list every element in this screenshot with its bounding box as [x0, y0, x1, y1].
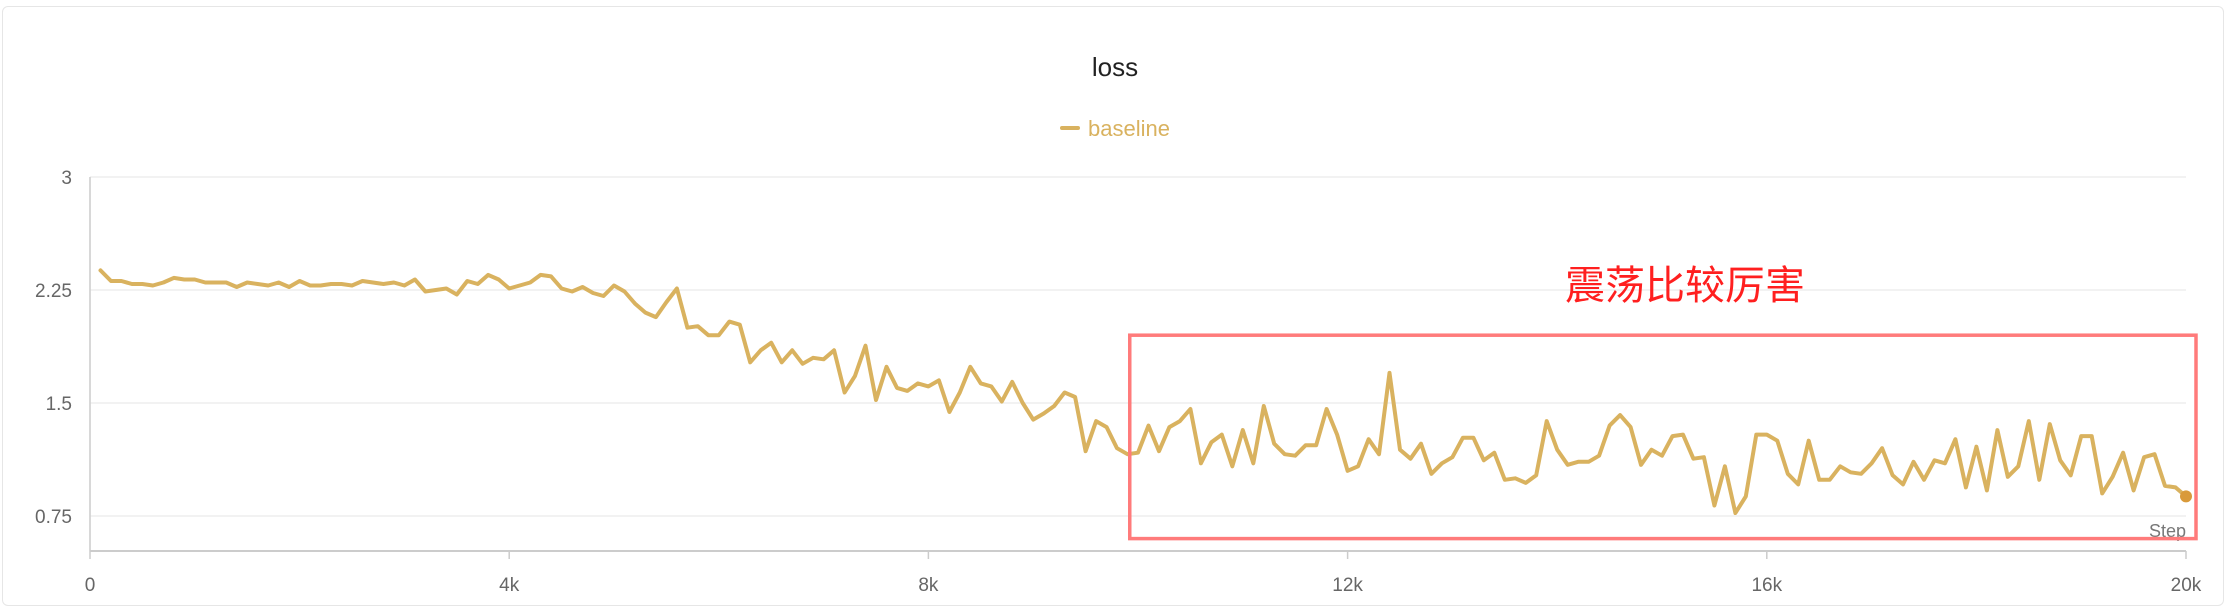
y-tick-label: 2.25 [35, 281, 72, 302]
legend[interactable]: baseline [0, 116, 2230, 142]
annotation-text: 震荡比较厉害 [1565, 263, 1805, 309]
annotation-layer [1128, 333, 2198, 541]
x-tick-label: 12k [1332, 575, 1363, 596]
legend-label-baseline: baseline [1088, 116, 1170, 141]
annotation-box [1128, 333, 2198, 541]
chart-title: loss [1091, 52, 1139, 82]
x-tick-label: 16k [1751, 575, 1782, 596]
y-tick-label: 3 [61, 168, 72, 189]
legend-swatch [1060, 126, 1081, 131]
x-tick-label: 20k [2171, 575, 2202, 596]
x-tick-labels: 0 4k 8k 12k 16k 20k [85, 575, 2202, 596]
x-axis-label: Step [2149, 521, 2186, 541]
y-tick-label: 0.75 [35, 507, 72, 528]
series-end-point [2180, 490, 2192, 503]
x-tick-label: 4k [499, 575, 520, 596]
y-tick-label: 1.5 [46, 394, 72, 415]
axes: Step [89, 177, 2187, 559]
x-tick-label: 8k [918, 575, 939, 596]
series-line-baseline [98, 268, 2188, 515]
series-layer [98, 268, 2192, 515]
x-tick-label: 0 [85, 575, 96, 596]
chart-panel [2, 6, 2224, 606]
y-tick-labels: 0.75 1.5 2.25 3 [35, 168, 72, 528]
